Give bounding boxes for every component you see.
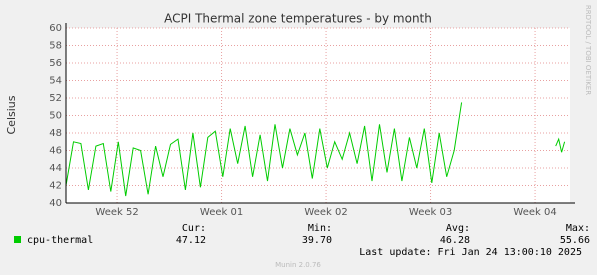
x-tick-label: Week 03 bbox=[409, 207, 452, 218]
y-tick-label: 40 bbox=[49, 198, 62, 209]
stat-header: Max: bbox=[566, 223, 590, 234]
stat-value: 39.70 bbox=[302, 235, 332, 246]
lines bbox=[65, 102, 566, 197]
y-tick-label: 60 bbox=[49, 23, 62, 34]
y-axis-label: Celsius bbox=[5, 95, 18, 134]
y-tick-label: 54 bbox=[49, 76, 62, 87]
side-text: RRDTOOL / TOBI OETIKER bbox=[584, 5, 592, 95]
y-tick-label: 58 bbox=[49, 41, 62, 52]
stat-header: Min: bbox=[308, 223, 332, 234]
y-tick-label: 52 bbox=[49, 93, 62, 104]
last-update: Last update: Fri Jan 24 13:00:10 2025 bbox=[359, 247, 582, 258]
grid bbox=[66, 27, 570, 204]
x-tick-label: Week 04 bbox=[513, 207, 556, 218]
chart-title: ACPI Thermal zone temperatures - by mont… bbox=[164, 12, 432, 26]
series-line bbox=[65, 102, 566, 197]
stat-value: 46.28 bbox=[440, 235, 470, 246]
x-tick-label: Week 01 bbox=[200, 207, 243, 218]
x-tick-label: Week 02 bbox=[304, 207, 347, 218]
y-tick-label: 44 bbox=[49, 163, 62, 174]
y-tick-label: 50 bbox=[49, 111, 62, 122]
y-tick-label: 56 bbox=[49, 58, 62, 69]
stat-header: Cur: bbox=[182, 223, 206, 234]
legend-label: cpu-thermal bbox=[27, 235, 93, 246]
stat-value: 47.12 bbox=[176, 235, 206, 246]
x-tick-label: Week 52 bbox=[95, 207, 138, 218]
stat-header: Avg: bbox=[446, 223, 470, 234]
footer: Munin 2.0.76 bbox=[275, 261, 321, 269]
stat-value: 55.66 bbox=[560, 235, 590, 246]
y-tick-label: 48 bbox=[49, 128, 62, 139]
y-tick-label: 42 bbox=[49, 181, 62, 192]
y-tick-label: 46 bbox=[49, 146, 62, 157]
legend-swatch bbox=[14, 236, 21, 243]
